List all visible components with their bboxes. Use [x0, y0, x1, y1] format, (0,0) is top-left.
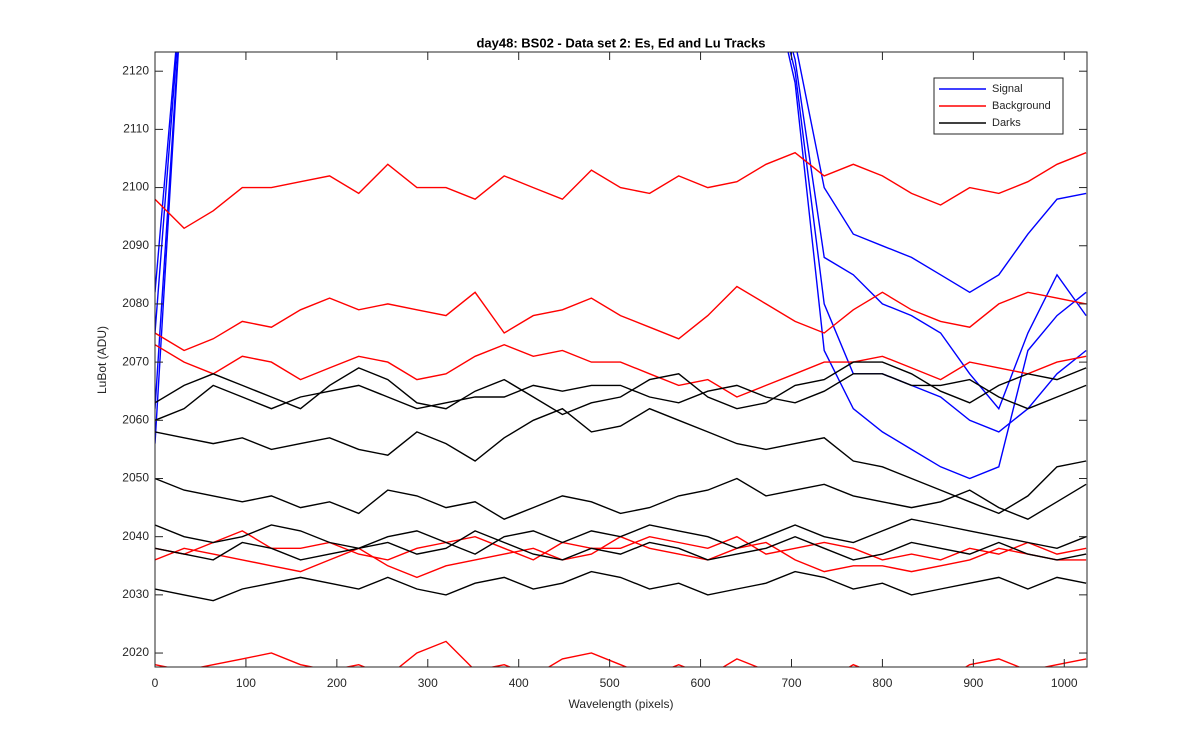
y-tick-label: 2100: [122, 180, 149, 194]
x-tick-label: 400: [509, 676, 529, 690]
legend-label: Darks: [992, 117, 1021, 129]
legend-label: Background: [992, 100, 1051, 112]
data-line: [155, 570, 1087, 602]
data-line: [155, 52, 1087, 480]
x-tick-label: 500: [600, 676, 620, 690]
x-tick-label: 0: [152, 676, 159, 690]
x-axis-label: Wavelength (pixels): [569, 697, 674, 711]
data-line: [155, 530, 1087, 561]
data-line: [155, 477, 1087, 520]
y-tick-label: 2110: [123, 122, 149, 136]
y-tick-label: 2040: [122, 529, 149, 543]
y-tick-label: 2090: [122, 238, 149, 252]
data-line: [155, 52, 1087, 294]
x-tick-label: 200: [327, 676, 347, 690]
x-tick-label: 1000: [1051, 676, 1078, 690]
y-tick-label: 2060: [122, 412, 149, 426]
y-tick-label: 2050: [122, 471, 149, 485]
data-line: [155, 530, 1087, 561]
lines: [155, 52, 1087, 667]
x-tick-label: 700: [781, 676, 801, 690]
y-axis-label: LuBot (ADU): [95, 326, 109, 394]
axes-box: [154, 51, 1088, 668]
data-line: [155, 52, 1087, 444]
x-tick-label: 800: [872, 676, 892, 690]
data-line: [155, 285, 1087, 352]
x-tick-label: 300: [418, 676, 438, 690]
data-line: [155, 343, 1087, 398]
y-tick-label: 2070: [122, 354, 149, 368]
y-tick-label: 2020: [122, 645, 149, 659]
y-tick-label: 2120: [122, 63, 149, 77]
chart-title: day48: BS02 - Data set 2: Es, Ed and Lu …: [476, 35, 765, 50]
data-line: [155, 361, 1087, 416]
legend-label: Signal: [992, 83, 1023, 95]
y-tick-label: 2080: [122, 296, 149, 310]
plot-area: [155, 52, 1087, 667]
data-line: [155, 407, 1087, 515]
data-line: [155, 151, 1087, 230]
data-line: [155, 518, 1087, 555]
x-tick-label: 900: [963, 676, 983, 690]
x-tick-label: 100: [236, 676, 256, 690]
x-tick-label: 600: [691, 676, 711, 690]
data-line: [155, 52, 1087, 411]
y-tick-label: 2030: [122, 587, 149, 601]
